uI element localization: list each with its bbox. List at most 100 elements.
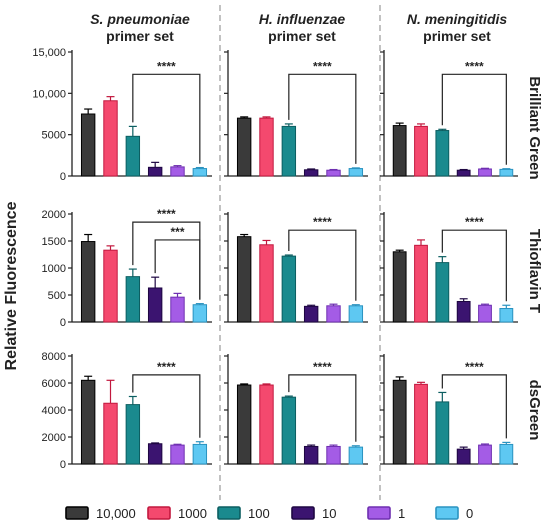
legend-label-1: 1 <box>398 506 405 521</box>
significance-label: **** <box>313 360 332 374</box>
bar-1000 <box>103 249 118 323</box>
y-tick-label: 500 <box>48 290 66 302</box>
significance-bracket <box>132 221 201 300</box>
bar-1 <box>170 166 185 177</box>
significance-label: **** <box>465 59 484 73</box>
significance-bracket <box>441 229 507 302</box>
row-label-3: dsGreen <box>526 380 543 441</box>
legend-label-10: 10 <box>322 506 336 521</box>
significance-bracket <box>132 374 201 438</box>
panel-r3-c3: **** <box>380 354 518 465</box>
bar-10 <box>456 169 471 177</box>
legend-label-10000: 10,000 <box>96 506 136 521</box>
y-tick-label: 8000 <box>42 351 66 363</box>
significance-label: **** <box>313 59 332 73</box>
legend-swatch-0 <box>435 506 459 520</box>
bar-1 <box>478 168 492 177</box>
bar-1000 <box>259 244 274 323</box>
bar-100 <box>435 401 450 465</box>
bar-1000 <box>414 125 428 177</box>
row-label-2: Thioflavin T <box>526 229 543 313</box>
significance-bracket <box>441 73 507 165</box>
y-tick-label: 2000 <box>42 432 66 444</box>
bar-1000 <box>103 100 118 177</box>
significance-label: **** <box>313 215 332 229</box>
bar-0 <box>499 308 514 323</box>
panel-r1-c3: **** <box>380 50 518 177</box>
panel-r1-c1: 0 5000 10,000 15,000 **** <box>32 47 212 183</box>
col-title-3-italic: N. meningitidis <box>407 11 508 27</box>
bar-1 <box>170 296 185 323</box>
col-title-2-italic: H. influenzae <box>259 11 346 27</box>
bar-0 <box>499 168 514 177</box>
bar-1000 <box>259 117 274 177</box>
significance-label: **** <box>465 215 484 229</box>
panel-r2-c2: **** <box>224 212 368 323</box>
y-tick-label: 0 <box>60 171 66 183</box>
legend-label-100: 100 <box>248 506 270 521</box>
bar-10 <box>456 448 471 465</box>
bar-0 <box>192 168 208 177</box>
bar-100 <box>125 404 141 465</box>
bar-1000 <box>414 244 428 323</box>
bar-10 <box>147 166 163 177</box>
panel-r3-c1: 0 2000 4000 6000 8000 **** <box>42 351 212 471</box>
bar-10000 <box>80 379 96 465</box>
bar-10000 <box>392 251 407 323</box>
bar-0 <box>348 446 364 465</box>
bar-1000 <box>103 402 118 465</box>
y-tick-label: 4000 <box>42 405 66 417</box>
bar-100 <box>435 130 450 177</box>
bar-10000 <box>392 379 407 465</box>
row-label-1: Brilliant Green <box>526 76 543 179</box>
y-tick-label: 0 <box>60 317 66 329</box>
y-axis-label: Relative Fluorescence <box>3 201 20 370</box>
legend-swatch-100 <box>217 506 241 520</box>
panel-r1-c2: **** <box>224 50 368 177</box>
legend-swatch-10000 <box>65 506 89 520</box>
bar-10000 <box>392 125 407 177</box>
y-tick-label: 5000 <box>42 130 66 142</box>
bar-1 <box>326 445 341 465</box>
legend-label-0: 0 <box>466 506 473 521</box>
y-tick-label: 1500 <box>42 236 66 248</box>
bar-0 <box>348 168 364 177</box>
y-tick-label: 1000 <box>42 263 66 275</box>
legend-swatch-10 <box>291 506 315 520</box>
y-tick-label: 10,000 <box>32 88 66 100</box>
significance-bracket <box>132 73 201 164</box>
col-title-3: primer set <box>423 28 491 44</box>
bar-10 <box>147 443 163 465</box>
bar-1 <box>478 304 492 323</box>
bar-1 <box>326 169 341 177</box>
y-tick-label: 15,000 <box>32 47 66 59</box>
bar-1000 <box>414 383 428 465</box>
legend: 10,000 1000 100 10 1 0 <box>65 506 473 521</box>
col-title-1-italic: S. pneumoniae <box>90 11 190 27</box>
significance-label: **** <box>157 360 176 374</box>
bar-10 <box>303 305 319 323</box>
significance-bracket <box>288 229 357 301</box>
significance-label: **** <box>157 59 176 73</box>
bar-10000 <box>236 117 252 177</box>
bar-1000 <box>259 384 274 465</box>
significance-bracket <box>288 73 357 164</box>
bar-10 <box>147 287 163 323</box>
bar-1 <box>478 444 492 465</box>
y-tick-label: 6000 <box>42 378 66 390</box>
bar-10 <box>303 445 319 465</box>
bar-100 <box>435 262 450 323</box>
y-tick-label: 0 <box>60 459 66 471</box>
significance-bracket <box>288 374 357 442</box>
bar-100 <box>281 125 297 177</box>
bar-10 <box>456 300 471 323</box>
bar-100 <box>125 276 141 323</box>
bar-100 <box>281 255 297 323</box>
bar-0 <box>348 305 364 323</box>
bar-10000 <box>236 384 252 465</box>
significance-label: **** <box>465 360 484 374</box>
col-title-2: primer set <box>268 28 336 44</box>
legend-swatch-1000 <box>147 506 171 520</box>
bar-1 <box>326 305 341 323</box>
